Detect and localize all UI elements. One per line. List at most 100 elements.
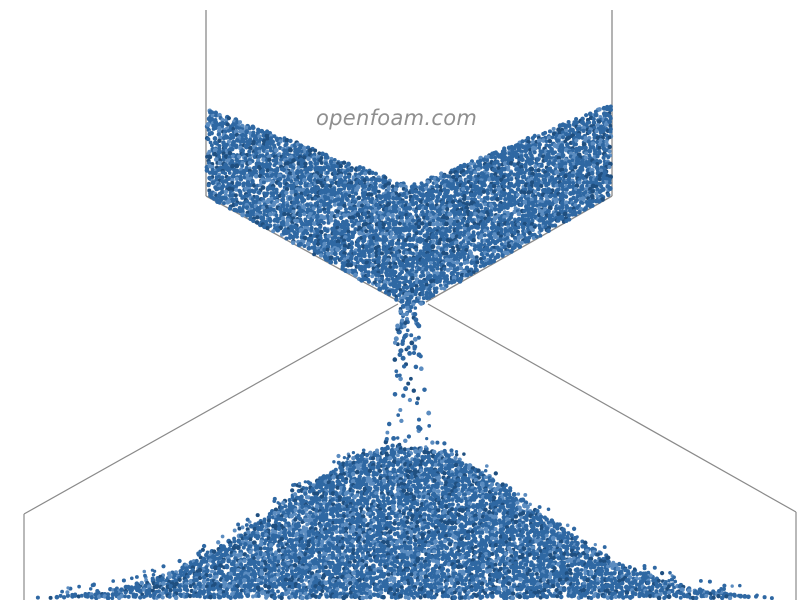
particle <box>520 511 526 516</box>
particle <box>547 135 552 140</box>
particle <box>587 135 592 141</box>
particle <box>359 170 365 175</box>
particle <box>365 501 370 506</box>
particle <box>516 211 522 217</box>
particle <box>415 502 420 507</box>
particle <box>437 240 442 246</box>
particle <box>490 478 496 484</box>
particle <box>508 215 514 220</box>
particle <box>551 126 556 131</box>
particle <box>583 148 588 153</box>
particle <box>318 224 323 229</box>
particle <box>223 171 228 176</box>
particle <box>290 234 296 240</box>
particle <box>581 196 586 202</box>
particle <box>505 173 511 179</box>
particle <box>461 196 467 202</box>
particle <box>240 148 246 154</box>
particle <box>407 351 412 356</box>
particle <box>414 247 419 252</box>
particle <box>244 136 249 141</box>
particle <box>206 137 211 142</box>
particle <box>537 142 542 147</box>
particle <box>437 211 443 217</box>
particle <box>407 397 413 403</box>
particle <box>415 322 420 327</box>
particle <box>607 135 612 140</box>
particle <box>389 241 395 247</box>
particle <box>580 135 585 140</box>
particle <box>391 496 396 501</box>
particle <box>361 510 366 515</box>
particle <box>491 150 497 156</box>
particle <box>387 292 392 297</box>
particle <box>437 253 443 259</box>
particle <box>331 514 336 519</box>
particle <box>491 183 497 189</box>
particle <box>317 497 322 502</box>
particle <box>338 163 343 169</box>
particle <box>413 292 418 297</box>
particle <box>364 229 369 234</box>
particle <box>257 134 262 139</box>
particle <box>214 113 219 118</box>
particle <box>371 465 376 471</box>
particles-layer <box>35 104 774 600</box>
particle <box>434 289 439 294</box>
particle <box>307 148 313 154</box>
particle <box>447 228 452 234</box>
particle <box>564 142 570 147</box>
particle <box>505 205 510 210</box>
particle <box>288 158 293 163</box>
particle <box>324 155 330 160</box>
particle <box>251 189 257 194</box>
particle <box>265 136 270 141</box>
particle <box>227 150 233 156</box>
particle <box>557 176 563 182</box>
particle <box>577 148 582 153</box>
particle <box>560 170 566 176</box>
particle <box>289 179 294 184</box>
particle <box>400 355 406 361</box>
particle <box>398 309 403 314</box>
particle <box>369 176 375 182</box>
particle <box>290 240 296 246</box>
particle <box>413 273 418 278</box>
particle <box>343 491 349 496</box>
particle <box>205 122 211 127</box>
particle <box>386 187 391 192</box>
particle <box>261 133 266 138</box>
particle <box>536 167 541 173</box>
particle <box>268 141 273 147</box>
particle <box>309 501 315 506</box>
particle <box>346 174 352 180</box>
particle <box>431 282 436 287</box>
particle <box>421 273 426 278</box>
particle <box>488 241 493 246</box>
particle <box>386 421 392 427</box>
particle <box>302 155 307 160</box>
particle <box>496 254 501 259</box>
particle <box>423 462 428 467</box>
particle <box>247 149 252 154</box>
particle <box>400 200 405 205</box>
particle <box>332 199 337 204</box>
particle <box>490 176 496 182</box>
particle <box>275 227 281 233</box>
particle <box>230 135 236 140</box>
particle <box>281 151 287 157</box>
particle <box>210 113 215 118</box>
particle <box>394 297 399 302</box>
particle <box>406 381 411 386</box>
particle <box>547 129 553 134</box>
particle <box>318 208 323 213</box>
particle <box>461 172 466 177</box>
particle <box>451 174 456 180</box>
particle <box>221 157 226 162</box>
particle <box>606 192 611 198</box>
particle <box>274 160 279 166</box>
particle <box>583 155 589 161</box>
particle <box>450 497 455 502</box>
particle <box>373 228 379 233</box>
